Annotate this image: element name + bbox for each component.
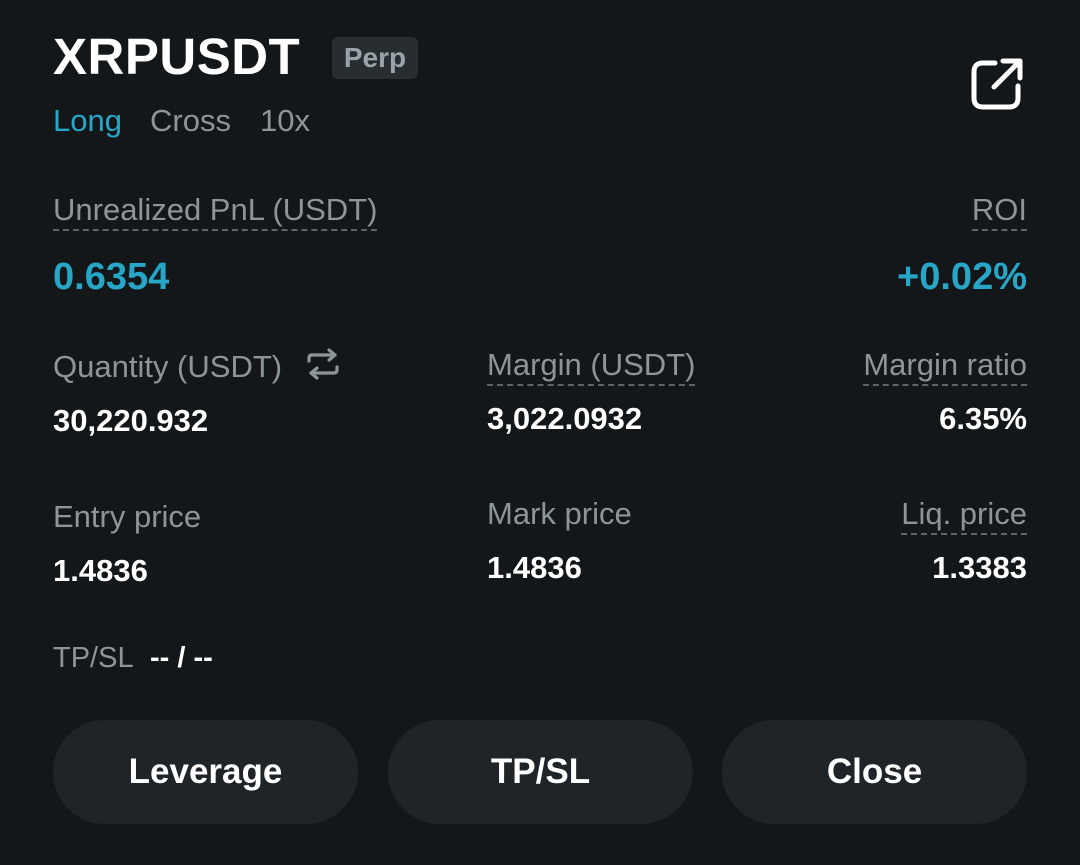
position-side-tag: Long (53, 103, 122, 138)
unrealized-pnl-label[interactable]: Unrealized PnL (USDT) (53, 191, 378, 231)
liq-price-value: 1.3383 (932, 550, 1027, 585)
symbol-title: XRPUSDT (53, 28, 301, 85)
margin-label[interactable]: Margin (USDT) (487, 346, 696, 386)
close-position-button[interactable]: Close (722, 720, 1027, 824)
tpsl-value: -- / -- (150, 642, 213, 674)
unrealized-pnl-value: 0.6354 (53, 256, 170, 298)
margin-ratio-value: 6.35% (939, 401, 1027, 436)
liq-price-label[interactable]: Liq. price (901, 495, 1027, 535)
share-external-icon[interactable] (968, 55, 1026, 113)
contract-type-badge: Perp (332, 37, 418, 79)
margin-value: 3,022.0932 (487, 401, 643, 436)
leverage-tag: 10x (260, 103, 310, 138)
quantity-value: 30,220.932 (53, 403, 209, 438)
quantity-label: Quantity (USDT) (53, 349, 283, 384)
roi-value: +0.02% (897, 256, 1027, 298)
tpsl-label: TP/SL (53, 642, 134, 674)
mark-price-label: Mark price (487, 496, 632, 531)
mark-price-value: 1.4836 (487, 550, 582, 585)
swap-arrows-icon[interactable] (305, 348, 341, 380)
margin-ratio-label[interactable]: Margin ratio (863, 346, 1027, 386)
leverage-button[interactable]: Leverage (53, 720, 358, 824)
tpsl-button[interactable]: TP/SL (388, 720, 693, 824)
roi-label[interactable]: ROI (971, 191, 1027, 231)
entry-price-value: 1.4836 (53, 553, 148, 588)
entry-price-label: Entry price (53, 499, 202, 534)
margin-mode-tag: Cross (150, 103, 231, 138)
